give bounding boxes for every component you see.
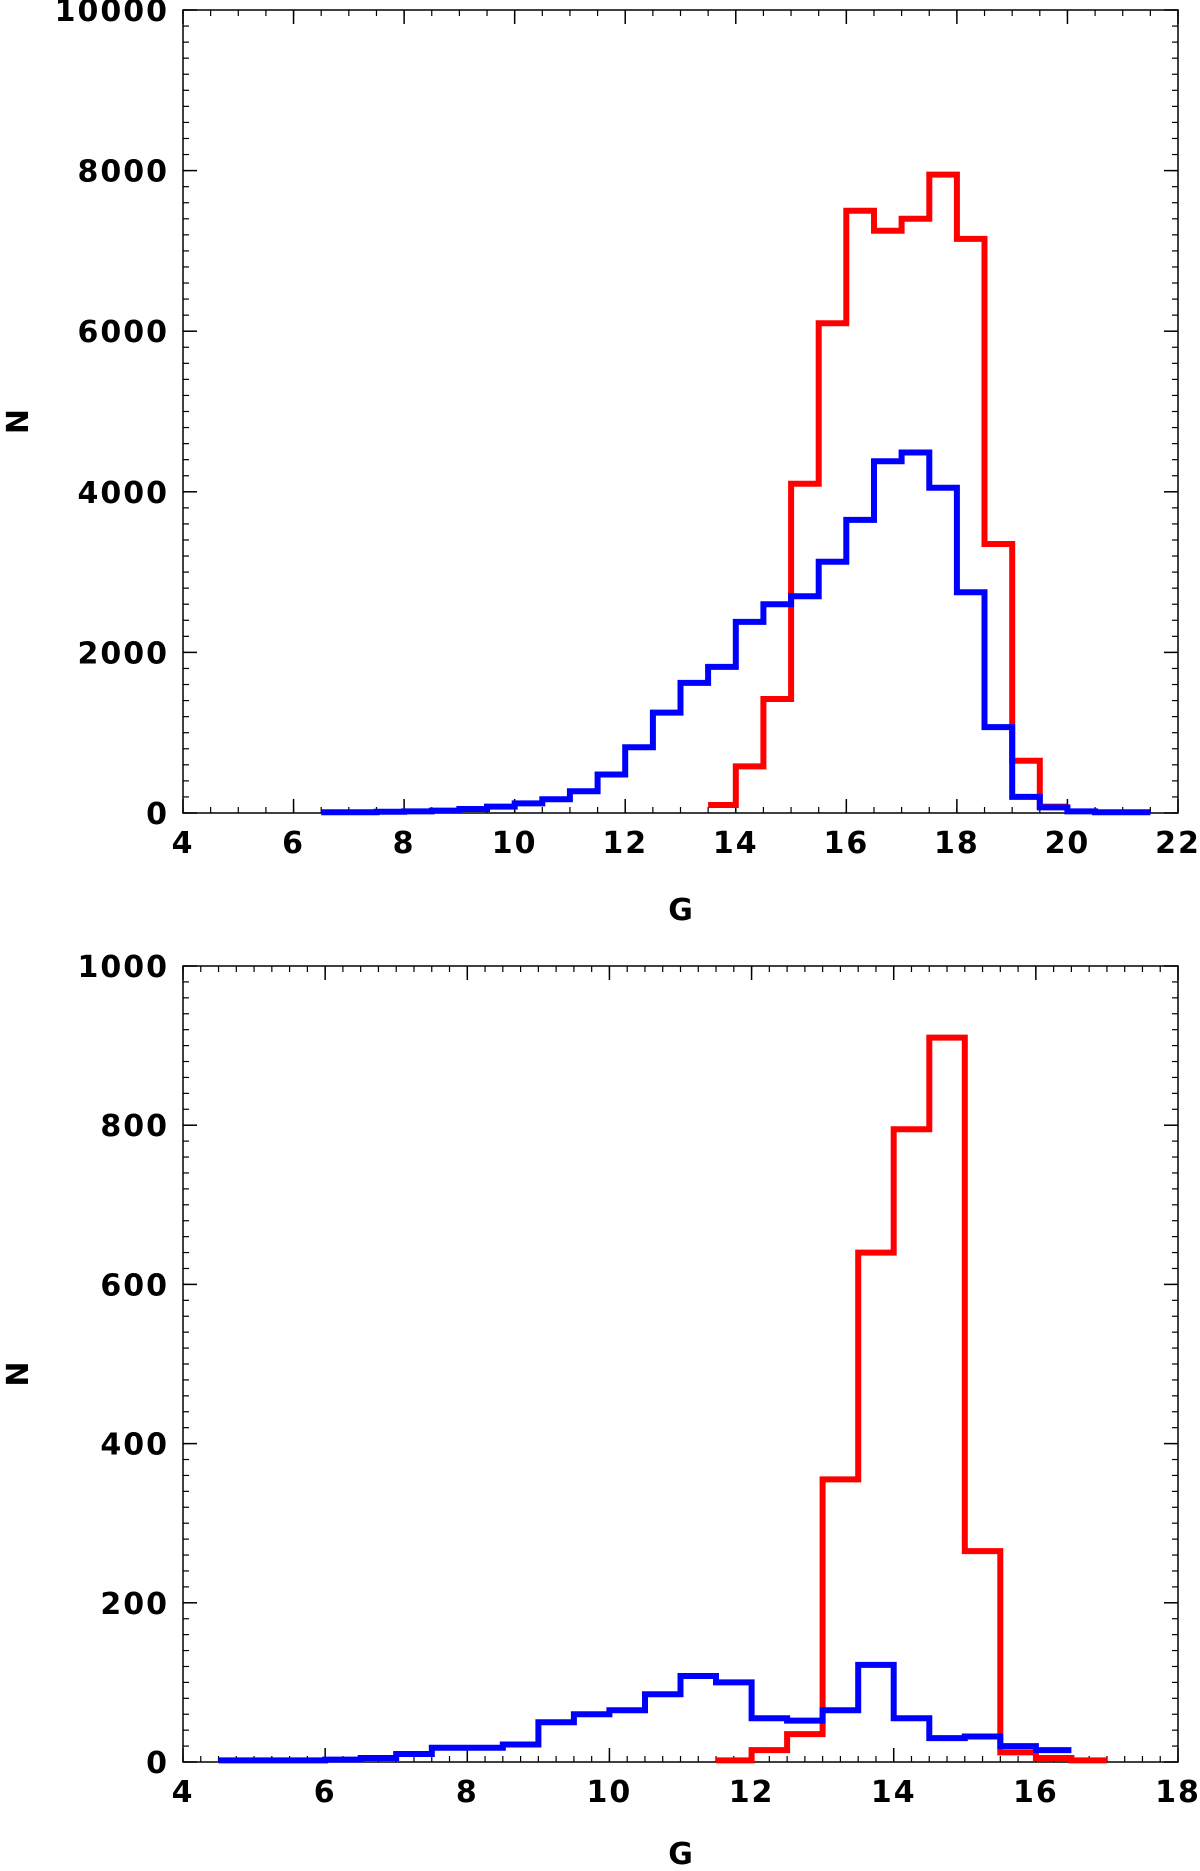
x-tick-label: 14 [871,1775,917,1810]
y-tick-label: 2000 [78,636,170,671]
y-tick-label: 6000 [78,315,170,350]
x-tick-label: 12 [602,826,648,861]
x-tick-label: 8 [456,1775,479,1810]
x-tick-label: 10 [587,1775,633,1810]
top-histogram-panel: 4 6 8 10 12 14 16 18 20 22 0 2000 4000 6000 8000 10000 G… [1,0,1200,928]
y-tick-label: 600 [100,1268,169,1303]
bottom-histogram-panel: 4 6 8 10 12 14 16 18 0 200 400 600 800 1000 G N [1,950,1200,1871]
x-tick-label: 20 [1045,826,1091,861]
x-tick-label: 16 [823,826,869,861]
y-tick-label: 10000 [55,0,169,29]
y-axis-label: N [1,1361,36,1386]
plot-frame [182,965,1179,1763]
y-tick-label: 0 [146,797,169,832]
y-tick-label: 400 [100,1428,169,1463]
x-tick-label: 22 [1155,826,1200,861]
y-tick-label: 0 [146,1746,169,1781]
x-tick-label: 6 [282,826,305,861]
x-tick-label: 8 [393,826,416,861]
x-tick-label: 10 [492,826,538,861]
y-tick-label: 1000 [78,950,170,985]
x-tick-label: 16 [1013,1775,1059,1810]
histogram-series-0 [708,171,1068,810]
x-tick-label: 6 [314,1775,337,1810]
y-tick-label: 200 [100,1587,169,1622]
y-tick-label: 4000 [78,476,170,511]
x-axis-label: G [668,1837,693,1871]
x-tick-label: 14 [713,826,759,861]
x-axis-label: G [668,893,693,928]
histogram-series-1 [218,1661,1072,1764]
y-tick-label: 800 [100,1109,169,1144]
histogram-series-0 [716,1034,1107,1764]
y-tick-label: 8000 [78,155,170,190]
x-tick-label: 4 [172,826,195,861]
x-tick-label: 18 [1155,1775,1200,1810]
histogram-series-1 [321,449,1151,816]
x-tick-label: 18 [934,826,980,861]
x-tick-label: 12 [729,1775,775,1810]
y-axis-label: N [1,409,36,434]
x-tick-label: 4 [172,1775,195,1810]
